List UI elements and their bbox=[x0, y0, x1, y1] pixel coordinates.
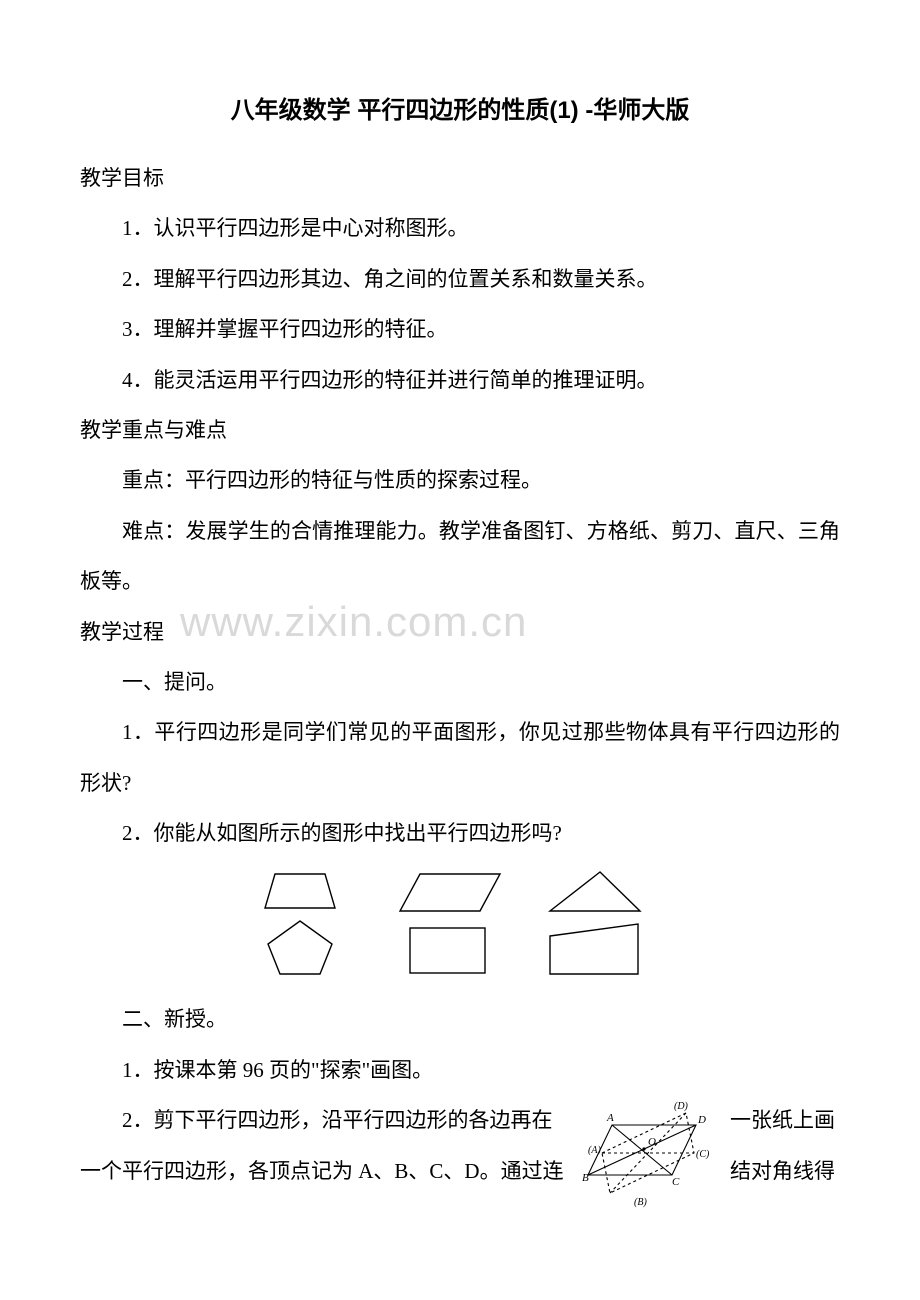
question-2: 2．你能从如图所示的图形中找出平行四边形吗? bbox=[80, 808, 840, 858]
section-2-heading: 二、新授。 bbox=[80, 994, 840, 1044]
goal-item-2: 2．理解平行四边形其边、角之间的位置关系和数量关系。 bbox=[80, 254, 840, 304]
step-2-text-a: 2．剪下平行四边形，沿平行四边形的各边再在 bbox=[122, 1108, 553, 1132]
label-B2: (B) bbox=[634, 1197, 647, 1208]
question-1: 1．平行四边形是同学们常见的平面图形，你见过那些物体具有平行四边形的形状? bbox=[80, 707, 840, 808]
goal-item-1: 1．认识平行四边形是中心对称图形。 bbox=[80, 203, 840, 253]
label-A: A bbox=[606, 1112, 614, 1124]
page-title: 八年级数学 平行四边形的性质(1) -华师大版 bbox=[80, 90, 840, 125]
goal-item-4: 4．能灵活运用平行四边形的特征并进行简单的推理证明。 bbox=[80, 355, 840, 405]
label-O: O bbox=[648, 1136, 656, 1148]
shapes-figure bbox=[80, 866, 840, 986]
label-A2: (A) bbox=[588, 1145, 601, 1156]
document-content: 八年级数学 平行四边形的性质(1) -华师大版 教学目标 1．认识平行四边形是中… bbox=[80, 90, 840, 1215]
difficulty-heading: 教学重点与难点 bbox=[80, 405, 840, 455]
goals-heading: 教学目标 bbox=[80, 153, 840, 203]
label-D: D bbox=[697, 1114, 706, 1126]
section-1-heading: 一、提问。 bbox=[80, 657, 840, 707]
step-2-text-c: 一个平行四边形，各顶点记为 A、B、C、D。通过连 bbox=[80, 1159, 564, 1183]
step-2-text-b: 一张纸上画 bbox=[730, 1095, 840, 1145]
step-2-line1: 2．剪下平行四边形，沿平行四边形的各边再在 bbox=[80, 1095, 568, 1145]
label-D2: (D) bbox=[674, 1101, 689, 1112]
hard-text: 难点：发展学生的合情推理能力。教学准备图钉、方格纸、剪刀、直尺、三角板等。 bbox=[80, 506, 840, 607]
goal-item-3: 3．理解并掌握平行四边形的特征。 bbox=[80, 304, 840, 354]
step-1: 1．按课本第 96 页的"探索"画图。 bbox=[80, 1045, 840, 1095]
parallelogram-diagram: A D B C O (A) (D) (B) (C) bbox=[574, 1095, 724, 1215]
focus-text: 重点：平行四边形的特征与性质的探索过程。 bbox=[80, 455, 840, 505]
label-C2: (C) bbox=[696, 1149, 710, 1160]
step-2-text-d: 结对角线得 bbox=[730, 1146, 840, 1196]
label-B: B bbox=[582, 1172, 589, 1184]
label-C: C bbox=[672, 1176, 680, 1188]
process-heading: 教学过程 bbox=[80, 607, 840, 657]
step-2-line2: 一个平行四边形，各顶点记为 A、B、C、D。通过连 bbox=[80, 1146, 568, 1196]
